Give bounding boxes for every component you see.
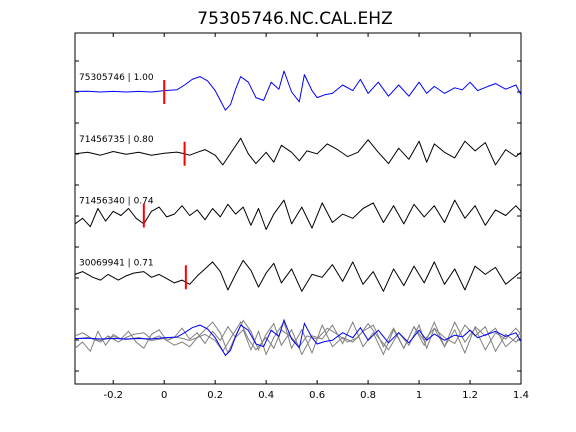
trace-71456340: 71456340 | 0.74 xyxy=(74,197,522,230)
trace-line xyxy=(74,259,522,292)
stack-trace-reference xyxy=(74,318,522,357)
chart-title: 75305746.NC.CAL.EHZ xyxy=(197,9,392,29)
trace-label: 30069941 | 0.71 xyxy=(79,258,154,268)
trace-line xyxy=(74,70,522,111)
trace-71456735: 71456735 | 0.80 xyxy=(74,135,522,166)
trace-label: 71456340 | 0.74 xyxy=(79,197,154,207)
x-tick-label: 1.2 xyxy=(462,390,478,401)
trace-line xyxy=(74,137,522,166)
x-tick-label: 0.4 xyxy=(258,390,274,401)
plot-frame xyxy=(74,32,522,385)
x-tick-label: 0 xyxy=(161,390,167,401)
x-tick-label: 0.8 xyxy=(360,390,376,401)
x-tick-label: 1 xyxy=(416,390,422,401)
trace-line xyxy=(74,199,522,230)
trace-label: 71456735 | 0.80 xyxy=(79,135,154,145)
x-tick-label: 0.6 xyxy=(309,390,325,401)
trace-30069941: 30069941 | 0.71 xyxy=(74,258,522,292)
trace-group: 75305746 | 1.00 71456735 | 0.80 71456340 |… xyxy=(74,70,522,292)
x-tick-label: -0.2 xyxy=(103,390,123,401)
stacked-traces xyxy=(74,318,522,357)
x-tick-label: 1.4 xyxy=(513,390,529,401)
trace-label: 75305746 | 1.00 xyxy=(79,73,154,83)
x-axis: -0.2 0 0.2 0.4 0.6 0.8 1 1.2 1.4 xyxy=(103,33,529,401)
trace-75305746: 75305746 | 1.00 xyxy=(74,70,522,111)
x-tick-label: 0.2 xyxy=(207,390,223,401)
